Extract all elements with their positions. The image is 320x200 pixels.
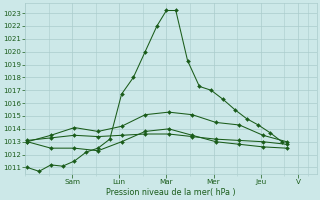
- X-axis label: Pression niveau de la mer( hPa ): Pression niveau de la mer( hPa ): [106, 188, 236, 197]
